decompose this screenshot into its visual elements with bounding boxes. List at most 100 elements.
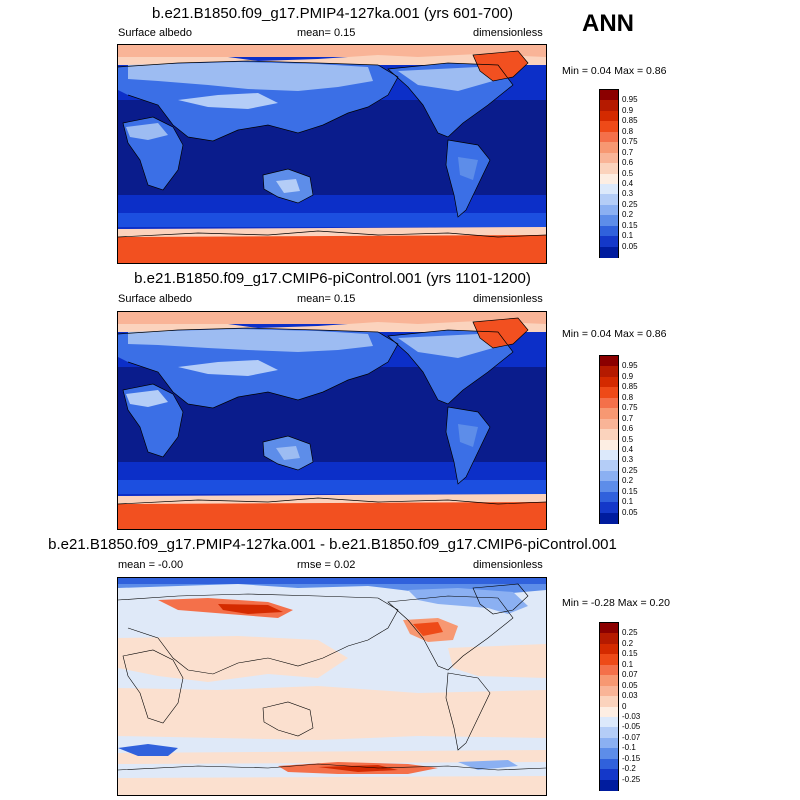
panel1-colorbar-swatch [600, 152, 618, 164]
panel3-colorbar-tick-label: 0.2 [622, 638, 634, 648]
panel1-colorbar-swatch [600, 183, 618, 195]
panel2-colorbar-swatch [600, 387, 618, 399]
panel3-colorbar-tick-label: -0.2 [622, 764, 636, 774]
panel1-mean-label: mean= 0.15 [297, 27, 356, 39]
panel2-colorbar-tick-label: 0.5 [622, 434, 634, 444]
panel2-map-canvas [118, 312, 546, 529]
panel3-colorbar-tick-label: -0.03 [622, 711, 641, 721]
panel1-colorbar-tick-label: 0.1 [622, 231, 634, 241]
panel3-colorbar-swatch [600, 779, 618, 791]
panel3-colorbar-swatch [600, 643, 618, 655]
panel1-colorbar-swatch [600, 246, 618, 258]
panel3-colorbar-swatch [600, 716, 618, 728]
panel2-colorbar-swatch [600, 397, 618, 409]
panel2-minmax-label: Min = 0.04 Max = 0.86 [562, 328, 667, 340]
panel3-map-canvas [118, 578, 546, 795]
panel2-units-label: dimensionless [473, 293, 543, 305]
panel3-colorbar-swatch [600, 696, 618, 708]
panel2-colorbar-tick-label: 0.75 [622, 403, 638, 413]
panel1-minmax-label: Min = 0.04 Max = 0.86 [562, 65, 667, 77]
panel1-colorbar-tick-label: 0.75 [622, 137, 638, 147]
panel3-colorbar-tick-label: 0.03 [622, 691, 638, 701]
panel1-colorbar-tick-label: 0.95 [622, 95, 638, 105]
panel3-minmax-label: Min = -0.28 Max = 0.20 [562, 597, 670, 609]
panel3-rmse-label: rmse = 0.02 [297, 559, 356, 571]
panel2-colorbar-tick-label: 0.05 [622, 507, 638, 517]
panel1-colorbar-tick-label: 0.8 [622, 126, 634, 136]
panel2-colorbar-tick-label: 0.8 [622, 392, 634, 402]
panel1-map [117, 44, 547, 264]
panel3-colorbar-swatch [600, 623, 618, 634]
panel3-colorbar-swatch [600, 748, 618, 760]
panel1-colorbar-swatch [600, 110, 618, 122]
panel2-colorbar-tick-label: 0.9 [622, 371, 634, 381]
panel1-colorbar-swatch [600, 100, 618, 112]
panel2-colorbar-swatch [600, 439, 618, 451]
panel1-colorbar-swatch [600, 173, 618, 185]
panel3-units-label: dimensionless [473, 559, 543, 571]
panel2-colorbar-tick-label: 0.95 [622, 361, 638, 371]
panel1-colorbar-tick-label: 0.85 [622, 116, 638, 126]
panel2-colorbar-swatch [600, 491, 618, 503]
panel3-colorbar: 0.25 0.2 0.15 0.1 0.07 0.05 0.03 0 -0.03 -0.05 -0.… [599, 622, 640, 791]
panel3-colorbar-swatch [600, 758, 618, 770]
panel3-mean-label: mean = -0.00 [118, 559, 184, 571]
panel3-colorbar-swatch [600, 737, 618, 749]
panel2-colorbar-tick-label: 0.6 [622, 424, 634, 434]
panel2-colorbar: 0.95 0.9 0.85 0.8 0.75 0.7 0.6 0.5 0.4 0.3 0.25 0.2… [599, 355, 638, 524]
panel1-variable-label: Surface albedo [118, 27, 192, 39]
panel1-colorbar-tick-label: 0.3 [622, 189, 634, 199]
panel2-colorbar-swatch [600, 356, 618, 367]
panel3-colorbar-swatch [600, 727, 618, 739]
panel3-colorbar-swatch [600, 769, 618, 781]
panel2-colorbar-swatch [600, 502, 618, 514]
panel2-colorbar-swatch [600, 429, 618, 441]
panel3-colorbar-tick-label: 0.1 [622, 659, 634, 669]
panel1-colorbar-tick-label: 0.15 [622, 220, 638, 230]
panel3-colorbar-tick-label: -0.07 [622, 732, 641, 742]
panel3-colorbar-swatch [600, 675, 618, 687]
panel3-title: b.e21.B1850.f09_g17.PMIP4-127ka.001 - b.… [48, 536, 617, 553]
panel3-colorbar-swatch [600, 664, 618, 676]
panel1-colorbar-swatch [600, 163, 618, 175]
panel1-colorbar-swatch [600, 215, 618, 227]
panel1-units-label: dimensionless [473, 27, 543, 39]
panel2-mean-label: mean= 0.15 [297, 293, 356, 305]
panel2-colorbar-swatch [600, 376, 618, 388]
season-label: ANN [582, 10, 634, 37]
panel2-title: b.e21.B1850.f09_g17.CMIP6-piControl.001 … [134, 270, 531, 287]
panel2-variable-label: Surface albedo [118, 293, 192, 305]
panel1-colorbar-swatch [600, 204, 618, 216]
panel1-colorbar-swatch [600, 225, 618, 237]
panel1-colorbar-tick-label: 0.6 [622, 158, 634, 168]
panel1-colorbar-tick-label: 0.05 [622, 241, 638, 251]
panel1-colorbar-tick-label: 0.2 [622, 210, 634, 220]
panel3-colorbar-tick-label: -0.1 [622, 743, 636, 753]
panel2-colorbar-swatch [600, 418, 618, 430]
panel2-colorbar-swatch [600, 512, 618, 524]
panel3-colorbar-swatch [600, 633, 618, 645]
panel2-colorbar-tick-label: 0.4 [622, 444, 634, 454]
panel3-colorbar-tick-label: 0.25 [622, 628, 638, 638]
panel1-colorbar-swatch [600, 142, 618, 154]
panel3-colorbar-swatch [600, 706, 618, 718]
panel2-colorbar-swatch [600, 481, 618, 493]
panel2-colorbar-tick-label: 0.85 [622, 382, 638, 392]
panel3-colorbar-tick-label: 0.05 [622, 680, 638, 690]
panel1-colorbar-swatch [600, 236, 618, 248]
panel1-colorbar-swatch [600, 121, 618, 133]
panel3-colorbar-tick-label: 0.07 [622, 670, 638, 680]
panel2-colorbar-swatch [600, 366, 618, 378]
panel1-colorbar: 0.95 0.9 0.85 0.8 0.75 0.7 0.6 0.5 0.4 0.3 0.25 0.2… [599, 89, 638, 258]
panel3-colorbar-swatch [600, 685, 618, 697]
panel1-title: b.e21.B1850.f09_g17.PMIP4-127ka.001 (yrs… [151, 5, 514, 22]
panel3-colorbar-swatch [600, 654, 618, 666]
panel3-colorbar-tick-label: -0.15 [622, 753, 641, 763]
panel1-colorbar-tick-label: 0.7 [622, 147, 634, 157]
panel3-colorbar-tick-label: 0.15 [622, 649, 638, 659]
panel3-map [117, 577, 547, 796]
panel1-colorbar-tick-label: 0.25 [622, 199, 638, 209]
panel2-colorbar-tick-label: 0.1 [622, 497, 634, 507]
panel2-colorbar-swatch [600, 470, 618, 482]
panel2-colorbar-tick-label: 0.7 [622, 413, 634, 423]
